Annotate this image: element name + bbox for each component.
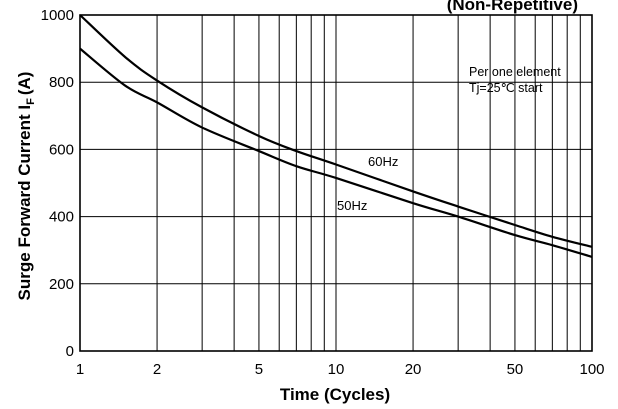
chart-title: (Non-Repetitive) [447,0,578,14]
series-line-50hz [79,47,593,258]
series-label-50hz: 50Hz [337,198,367,213]
series-curves [79,14,593,258]
x-tick-label: 5 [255,361,263,378]
x-tick-label: 2 [153,361,161,378]
y-tick-label: 400 [49,209,74,226]
y-axis-title: Surge Forward Current IF (A) [15,72,37,301]
y-tick-label: 0 [66,343,74,360]
y-tick-label: 800 [49,74,74,91]
x-tick-label: 1 [76,361,84,378]
y-tick-label: 200 [49,276,74,293]
x-tick-label: 10 [328,361,345,378]
y-axis-title-main: Surge Forward Current I [15,105,34,301]
x-tick-label: 50 [507,361,524,378]
series-line-60hz [79,14,593,248]
annotation-per-one-element: Per one element [469,65,561,79]
series-label-60hz: 60Hz [368,154,398,169]
x-tick-labels: 1 2 5 10 20 50 100 [76,361,605,378]
plot-frame [79,14,593,352]
x-tick-label: 20 [405,361,422,378]
y-tick-label: 600 [49,141,74,158]
x-tick-label: 100 [579,361,604,378]
y-axis-title-unit: (A) [15,72,34,96]
y-tick-label: 1000 [41,7,74,24]
y-tick-labels: 0 200 400 600 800 1000 [41,7,74,360]
annotation-tj-start: Tj=25℃ start [469,81,543,95]
x-axis-title: Time (Cycles) [280,385,390,404]
y-axis-title-subscript: F [25,98,37,105]
